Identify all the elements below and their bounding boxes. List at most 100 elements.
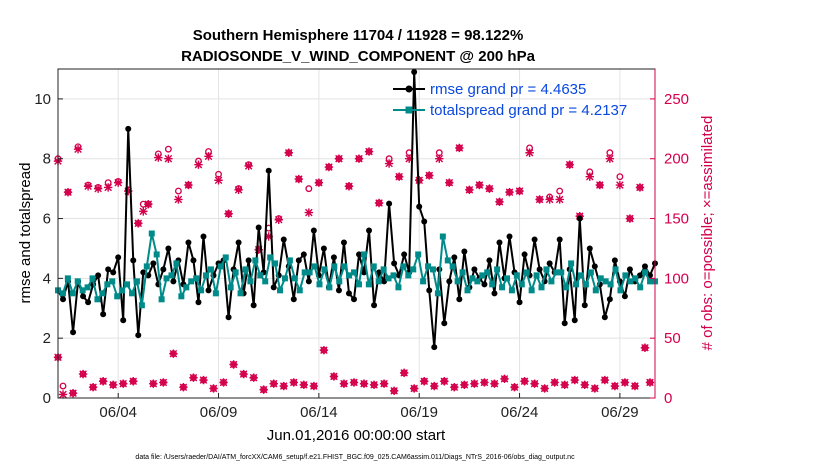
obs-assimilated-marker: [214, 176, 223, 185]
obs-assimilated-marker: [279, 381, 288, 391]
obs-assimilated-marker: [510, 383, 519, 392]
spread-series-marker: [341, 263, 348, 270]
rmse-series-marker: [356, 251, 363, 258]
spread-series-marker: [513, 272, 520, 279]
spread-series-marker: [217, 263, 224, 270]
spread-series-marker: [277, 287, 284, 294]
axes: 06/04 06/09 06/14 06/19 06/24 06/290246810050…: [34, 91, 689, 421]
rmse-series-marker: [471, 266, 478, 273]
obs-assimilated-marker: [119, 379, 128, 388]
spread-series-marker: [173, 260, 180, 267]
legend: rmse grand pr = 4.4635 totalspread grand…: [393, 81, 627, 119]
obs-assimilated-marker: [485, 184, 494, 193]
spread-series-marker: [479, 272, 486, 279]
obs-assimilated-marker: [404, 154, 414, 163]
rmse-series-marker: [521, 251, 528, 258]
y-tick-label-left: 2: [43, 330, 51, 347]
obs-assimilated-marker: [249, 373, 258, 382]
obs-assimilated-marker: [88, 383, 98, 392]
rmse-series-marker: [606, 296, 613, 303]
y-tick-label-left: 8: [43, 151, 51, 168]
rmse-series-marker: [120, 317, 127, 324]
obs-assimilated-marker: [259, 385, 268, 394]
rmse-series-marker: [195, 299, 202, 306]
obs-assimilated-marker: [364, 147, 374, 156]
spread-series-marker: [597, 275, 604, 282]
spread-series-marker: [222, 254, 229, 261]
rmse-series-marker: [165, 245, 172, 252]
rmse-series-marker: [391, 260, 398, 267]
spread-series-marker: [642, 269, 649, 276]
spread-series-marker: [133, 278, 140, 285]
obs-assimilated-marker: [63, 188, 73, 197]
spread-series-marker: [553, 269, 560, 276]
spread-series-marker: [59, 290, 66, 297]
spread-series-marker: [104, 281, 111, 288]
rmse-series-marker: [426, 287, 433, 294]
obs-possible-marker: [174, 187, 182, 195]
rmse-series-marker: [130, 257, 137, 264]
rmse-series-marker: [280, 236, 287, 243]
spread-series-marker: [632, 275, 639, 282]
rmse-series-marker: [225, 314, 232, 321]
obs-assimilated-marker: [174, 195, 183, 204]
rmse-series-marker: [556, 236, 563, 243]
spread-series-marker: [637, 284, 644, 291]
obs-assimilated-marker: [630, 381, 640, 391]
spread-series-marker: [311, 263, 318, 270]
spread-series-marker: [587, 269, 594, 276]
rmse-series-marker: [591, 263, 598, 270]
spread-series-marker: [425, 263, 432, 270]
rmse-series-marker: [185, 239, 192, 246]
obs-assimilated-marker: [480, 378, 489, 387]
spread-series-marker: [617, 287, 624, 294]
x-tick-label: 06/24: [501, 404, 539, 421]
spread-series-marker: [568, 260, 575, 267]
obs-assimilated-marker: [234, 185, 243, 195]
spread-series-marker: [395, 284, 402, 291]
obs-assimilated-marker: [425, 171, 434, 180]
spread-series-marker: [503, 275, 510, 282]
spread-series-marker: [94, 296, 101, 303]
rmse-series-marker: [461, 248, 468, 255]
rmse-series-marker: [401, 251, 408, 258]
spread-series-marker: [153, 251, 160, 258]
spread-series-marker: [449, 263, 456, 270]
rmse-series-marker: [576, 215, 583, 222]
rmse-series-marker: [491, 290, 498, 297]
obs-assimilated-marker: [114, 178, 123, 187]
rmse-series-marker: [170, 278, 177, 285]
spread-series-marker: [193, 275, 200, 282]
rmse-series-marker: [581, 302, 588, 309]
spread-series-marker: [434, 290, 441, 297]
rmse-series-marker: [105, 266, 112, 273]
spread-series-marker: [523, 269, 530, 276]
spread-series-marker: [203, 272, 210, 279]
spread-series-marker: [138, 302, 145, 309]
obs-possible-marker: [305, 185, 313, 193]
obs-possible-marker: [616, 173, 624, 181]
obs-assimilated-marker: [179, 383, 188, 392]
spread-series-marker: [163, 275, 170, 282]
data-file-footer: data file: /Users/raeder/DAI/ATM_forcXX/…: [135, 454, 575, 461]
obs-assimilated-marker: [520, 377, 529, 386]
rmse-series-marker: [486, 257, 493, 264]
rmse-series-marker: [135, 332, 142, 339]
obs-assimilated-marker: [314, 178, 324, 187]
obs-assimilated-marker: [354, 154, 364, 163]
spread-series-marker: [306, 269, 313, 276]
obs-assimilated-marker: [515, 186, 524, 196]
rmse-series-marker: [571, 317, 578, 324]
obs-assimilated-marker: [550, 378, 559, 387]
obs-assimilated-marker: [144, 199, 153, 209]
rmse-series-marker: [330, 254, 337, 261]
spread-series-marker: [607, 281, 614, 288]
plot-area: [58, 69, 655, 398]
spread-series-marker: [119, 287, 126, 294]
rmse-series-marker: [265, 167, 272, 174]
obs-assimilated-marker: [339, 379, 349, 388]
obs-assimilated-marker: [359, 379, 369, 388]
rmse-series-marker: [245, 257, 252, 264]
y-tick-label-left: 6: [43, 211, 51, 228]
spread-series-marker: [454, 278, 461, 285]
